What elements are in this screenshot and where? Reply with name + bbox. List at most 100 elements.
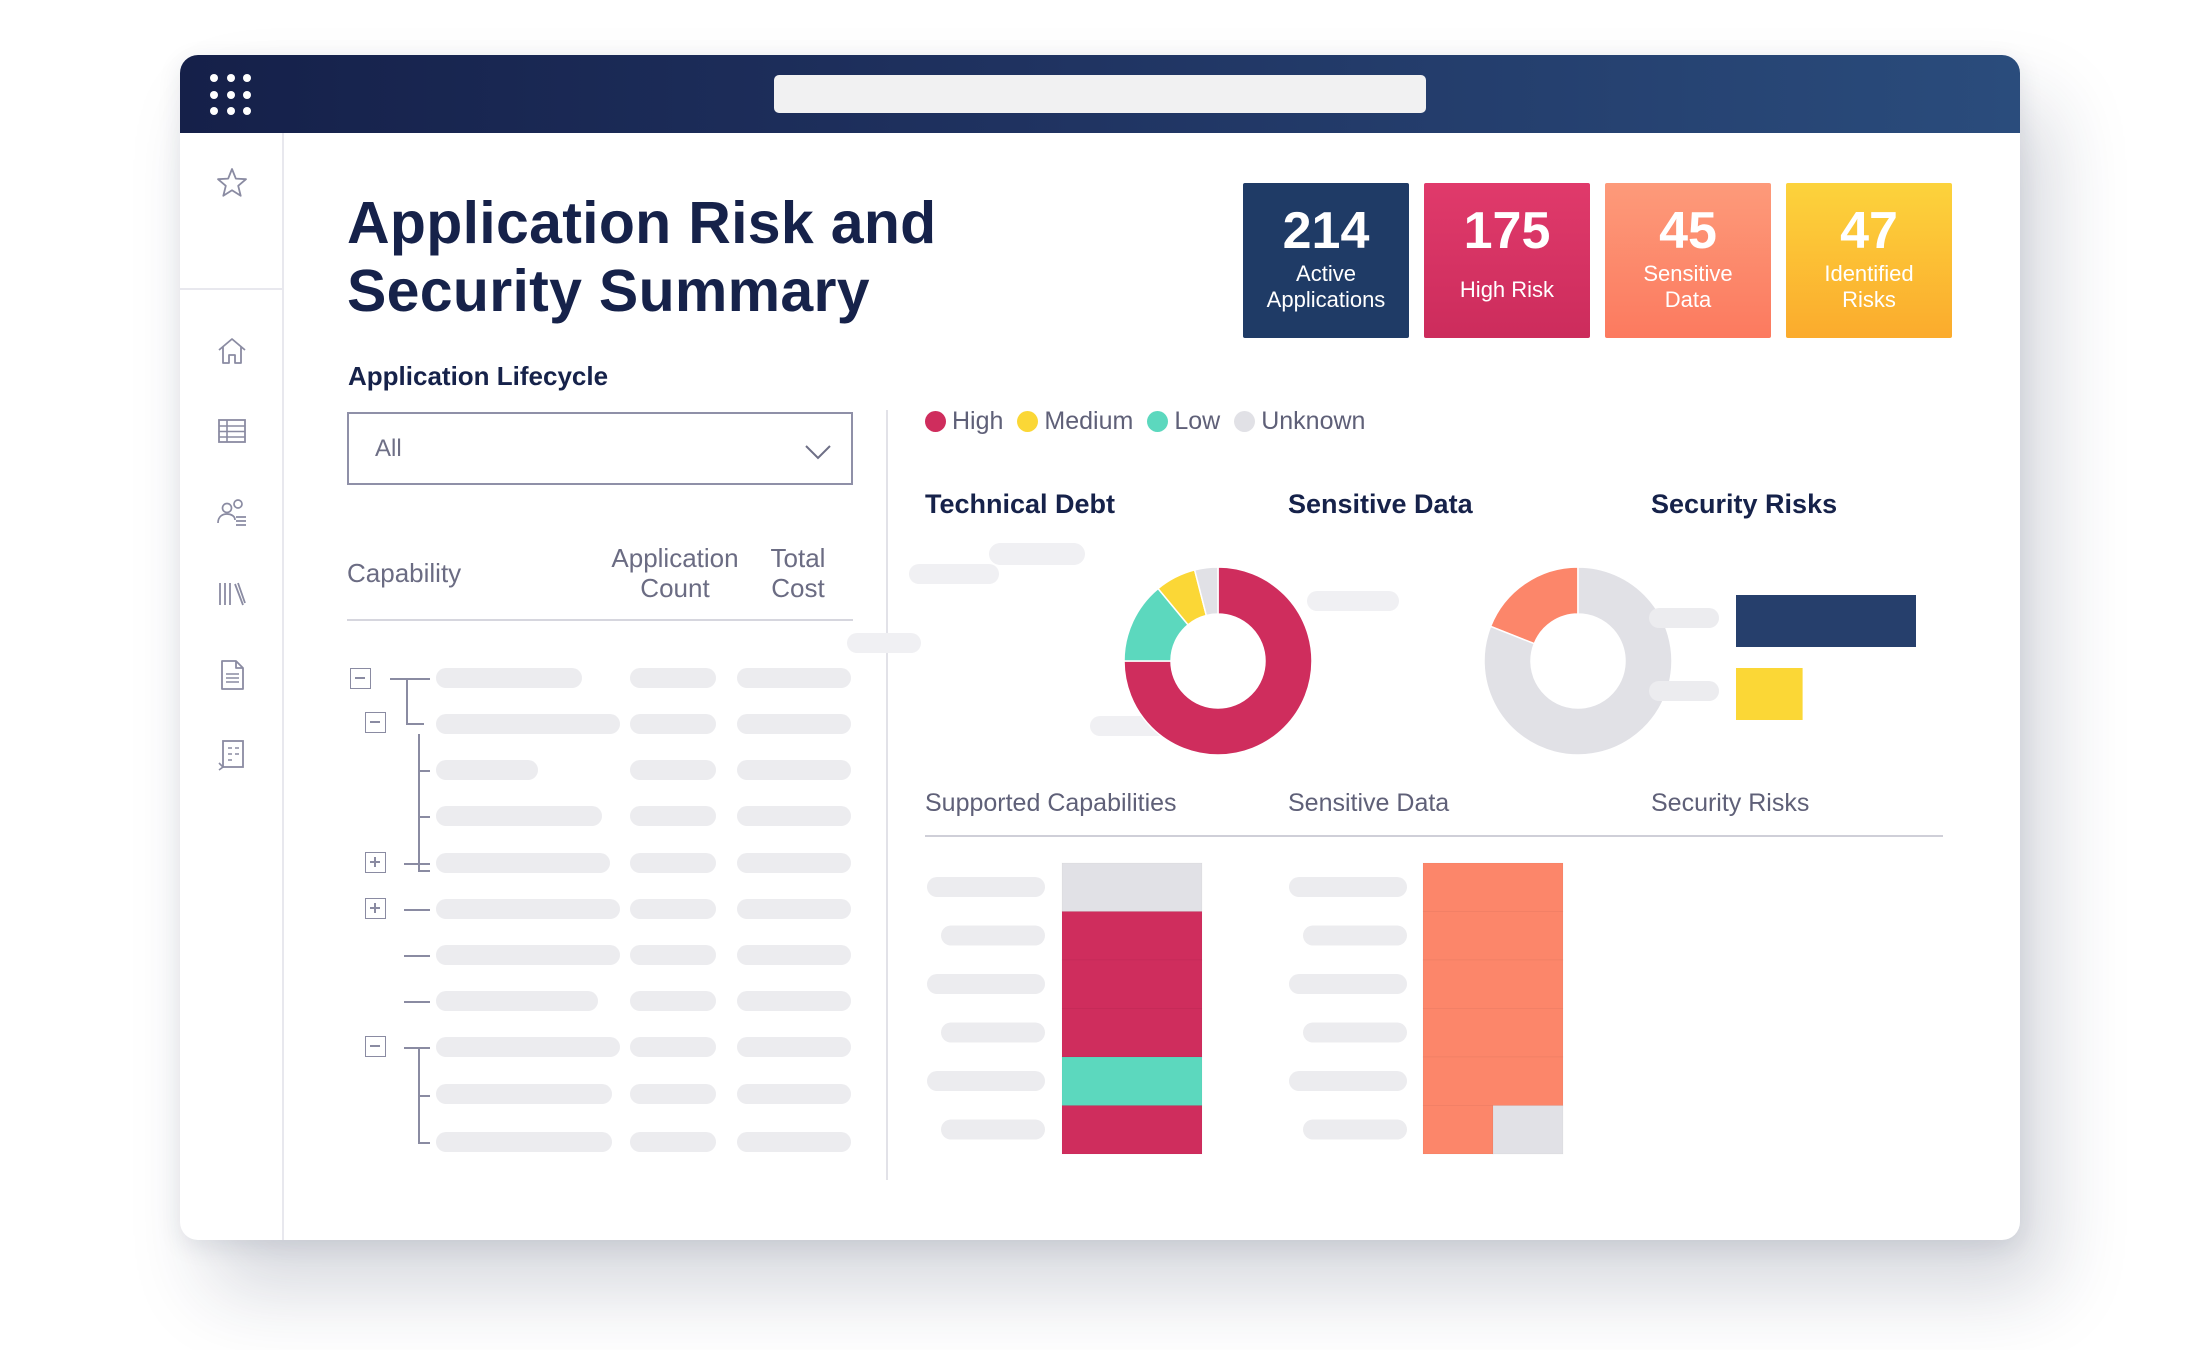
document-icon[interactable]	[214, 657, 250, 693]
stack-segment[interactable]	[1061, 1105, 1203, 1155]
stack-segment[interactable]	[1061, 959, 1203, 1009]
stat-card-active-applications[interactable]: 214 Active Applications	[1243, 183, 1409, 338]
stack-segment[interactable]	[1061, 862, 1203, 912]
bar-label-placeholder[interactable]	[1649, 681, 1719, 701]
risk-legend: High Medium Low Unknown	[925, 407, 1365, 436]
donut-slice-high[interactable]	[1123, 566, 1313, 756]
donut-slice-other[interactable]	[1483, 566, 1673, 756]
expand-toggle[interactable]	[365, 898, 386, 919]
lifecycle-dropdown[interactable]: All	[347, 412, 853, 485]
stack-segment[interactable]	[1422, 862, 1564, 912]
stack-segment[interactable]	[1422, 1105, 1494, 1155]
tree-branch	[418, 1095, 430, 1097]
row-label-placeholder[interactable]	[941, 925, 1045, 946]
stack-segment[interactable]	[1061, 1056, 1203, 1106]
stack-segment[interactable]	[1422, 1008, 1564, 1058]
users-icon[interactable]	[214, 495, 250, 531]
stack-segment[interactable]	[1422, 959, 1564, 1009]
row-label-placeholder[interactable]	[1303, 1119, 1407, 1140]
lifecycle-label: Application Lifecycle	[348, 361, 609, 391]
legend-item-high[interactable]: High	[925, 407, 1003, 436]
expand-toggle[interactable]	[365, 852, 386, 873]
tree-branch	[418, 770, 430, 772]
stat-label-line-1: Sensitive	[1643, 261, 1733, 286]
stat-card-sensitive-data[interactable]: 45 Sensitive Data	[1605, 183, 1771, 338]
stack-segment[interactable]	[1061, 1008, 1203, 1058]
security-risk-bar[interactable]	[1736, 668, 1803, 720]
collapse-toggle[interactable]	[365, 712, 386, 733]
column-header-total-cost[interactable]: Total Cost	[758, 543, 838, 603]
bar-label-placeholder[interactable]	[1649, 608, 1719, 628]
charts-canvas	[847, 543, 1916, 1155]
app-grid-icon[interactable]	[210, 74, 252, 116]
legend-swatch	[1017, 411, 1039, 432]
sidebar-divider	[180, 288, 284, 290]
legend-item-unknown[interactable]: Unknown	[1234, 407, 1365, 436]
stat-label: Sensitive Data	[1605, 261, 1771, 313]
tree-branch	[404, 863, 430, 865]
sensitive-data-donut[interactable]	[1483, 566, 1673, 756]
supported-capabilities-title: Supported Capabilities	[925, 789, 1177, 817]
tree-branch	[404, 955, 430, 957]
panel-divider	[886, 410, 888, 1180]
legend-label: Unknown	[1261, 407, 1366, 435]
column-header-line-2: Cost	[771, 573, 825, 603]
stat-label-line-1: Identified	[1824, 261, 1914, 286]
tree-branch	[406, 678, 408, 724]
row-label-placeholder[interactable]	[927, 1071, 1045, 1091]
tree-branch	[406, 723, 424, 725]
top-bar	[180, 55, 2020, 133]
legend-swatch	[1234, 411, 1256, 432]
stat-card-high-risk[interactable]: 175 High Risk	[1424, 183, 1590, 338]
stack-segment[interactable]	[1422, 911, 1564, 961]
report-icon[interactable]	[214, 737, 250, 773]
page-title-line-2: Security Summary	[347, 258, 870, 324]
column-header-capability[interactable]: Capability	[347, 558, 462, 588]
security-risks-bars[interactable]	[1649, 595, 1916, 720]
row-label-placeholder[interactable]	[1289, 877, 1407, 897]
stack-segment[interactable]	[1492, 1105, 1564, 1155]
tree-branch	[404, 909, 430, 911]
sensitive-data-bar-chart[interactable]	[1289, 862, 1564, 1155]
row-label-placeholder[interactable]	[941, 1022, 1045, 1043]
library-icon[interactable]	[214, 576, 250, 612]
collapse-toggle[interactable]	[350, 668, 371, 689]
tree-branch	[404, 1001, 430, 1003]
collapse-toggle[interactable]	[365, 1036, 386, 1057]
sidebar	[180, 133, 284, 1240]
stat-value: 175	[1463, 202, 1551, 260]
search-bar[interactable]	[774, 75, 1426, 113]
row-label-placeholder[interactable]	[927, 974, 1045, 994]
page-title: Application Risk and Security Summary	[347, 189, 937, 325]
tree-branch	[390, 678, 430, 680]
stat-label-line-2: Applications	[1266, 287, 1386, 312]
donut-slice-unknown[interactable]	[1193, 566, 1219, 617]
sensitive-data-subtitle: Sensitive Data	[1288, 789, 1450, 817]
stat-card-identified-risks[interactable]: 47 Identified Risks	[1786, 183, 1952, 338]
row-label-placeholder[interactable]	[1289, 1071, 1407, 1091]
security-risk-bar[interactable]	[1736, 595, 1916, 647]
technical-debt-donut[interactable]	[1123, 566, 1313, 756]
supported-capabilities-chart[interactable]	[927, 862, 1203, 1155]
star-icon[interactable]	[214, 165, 250, 201]
legend-item-low[interactable]: Low	[1147, 407, 1220, 436]
row-label-placeholder[interactable]	[927, 877, 1045, 897]
legend-label: Medium	[1044, 407, 1134, 435]
row-label-placeholder[interactable]	[1289, 974, 1407, 994]
row-label-placeholder[interactable]	[1303, 925, 1407, 946]
table-icon[interactable]	[214, 413, 250, 449]
legend-swatch	[925, 411, 946, 432]
charts-divider	[925, 835, 1943, 837]
stack-segment[interactable]	[1061, 911, 1203, 961]
legend-item-medium[interactable]: Medium	[1017, 407, 1133, 436]
security-risks-subtitle: Security Risks	[1651, 789, 1810, 817]
stack-segment[interactable]	[1422, 1056, 1564, 1106]
stat-label-line-2: Risks	[1842, 287, 1896, 312]
stat-label: Active Applications	[1243, 261, 1409, 313]
column-header-application-count[interactable]: Application Count	[600, 543, 750, 603]
row-label-placeholder[interactable]	[941, 1119, 1045, 1140]
row-label-placeholder[interactable]	[1303, 1022, 1407, 1043]
home-icon[interactable]	[214, 333, 250, 369]
legend-label: Low	[1174, 407, 1221, 435]
stat-label: Identified Risks	[1786, 261, 1952, 313]
